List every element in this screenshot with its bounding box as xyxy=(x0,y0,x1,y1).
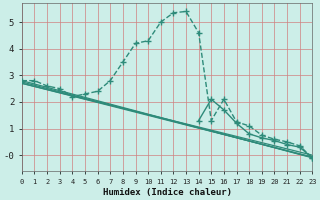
X-axis label: Humidex (Indice chaleur): Humidex (Indice chaleur) xyxy=(103,188,232,197)
